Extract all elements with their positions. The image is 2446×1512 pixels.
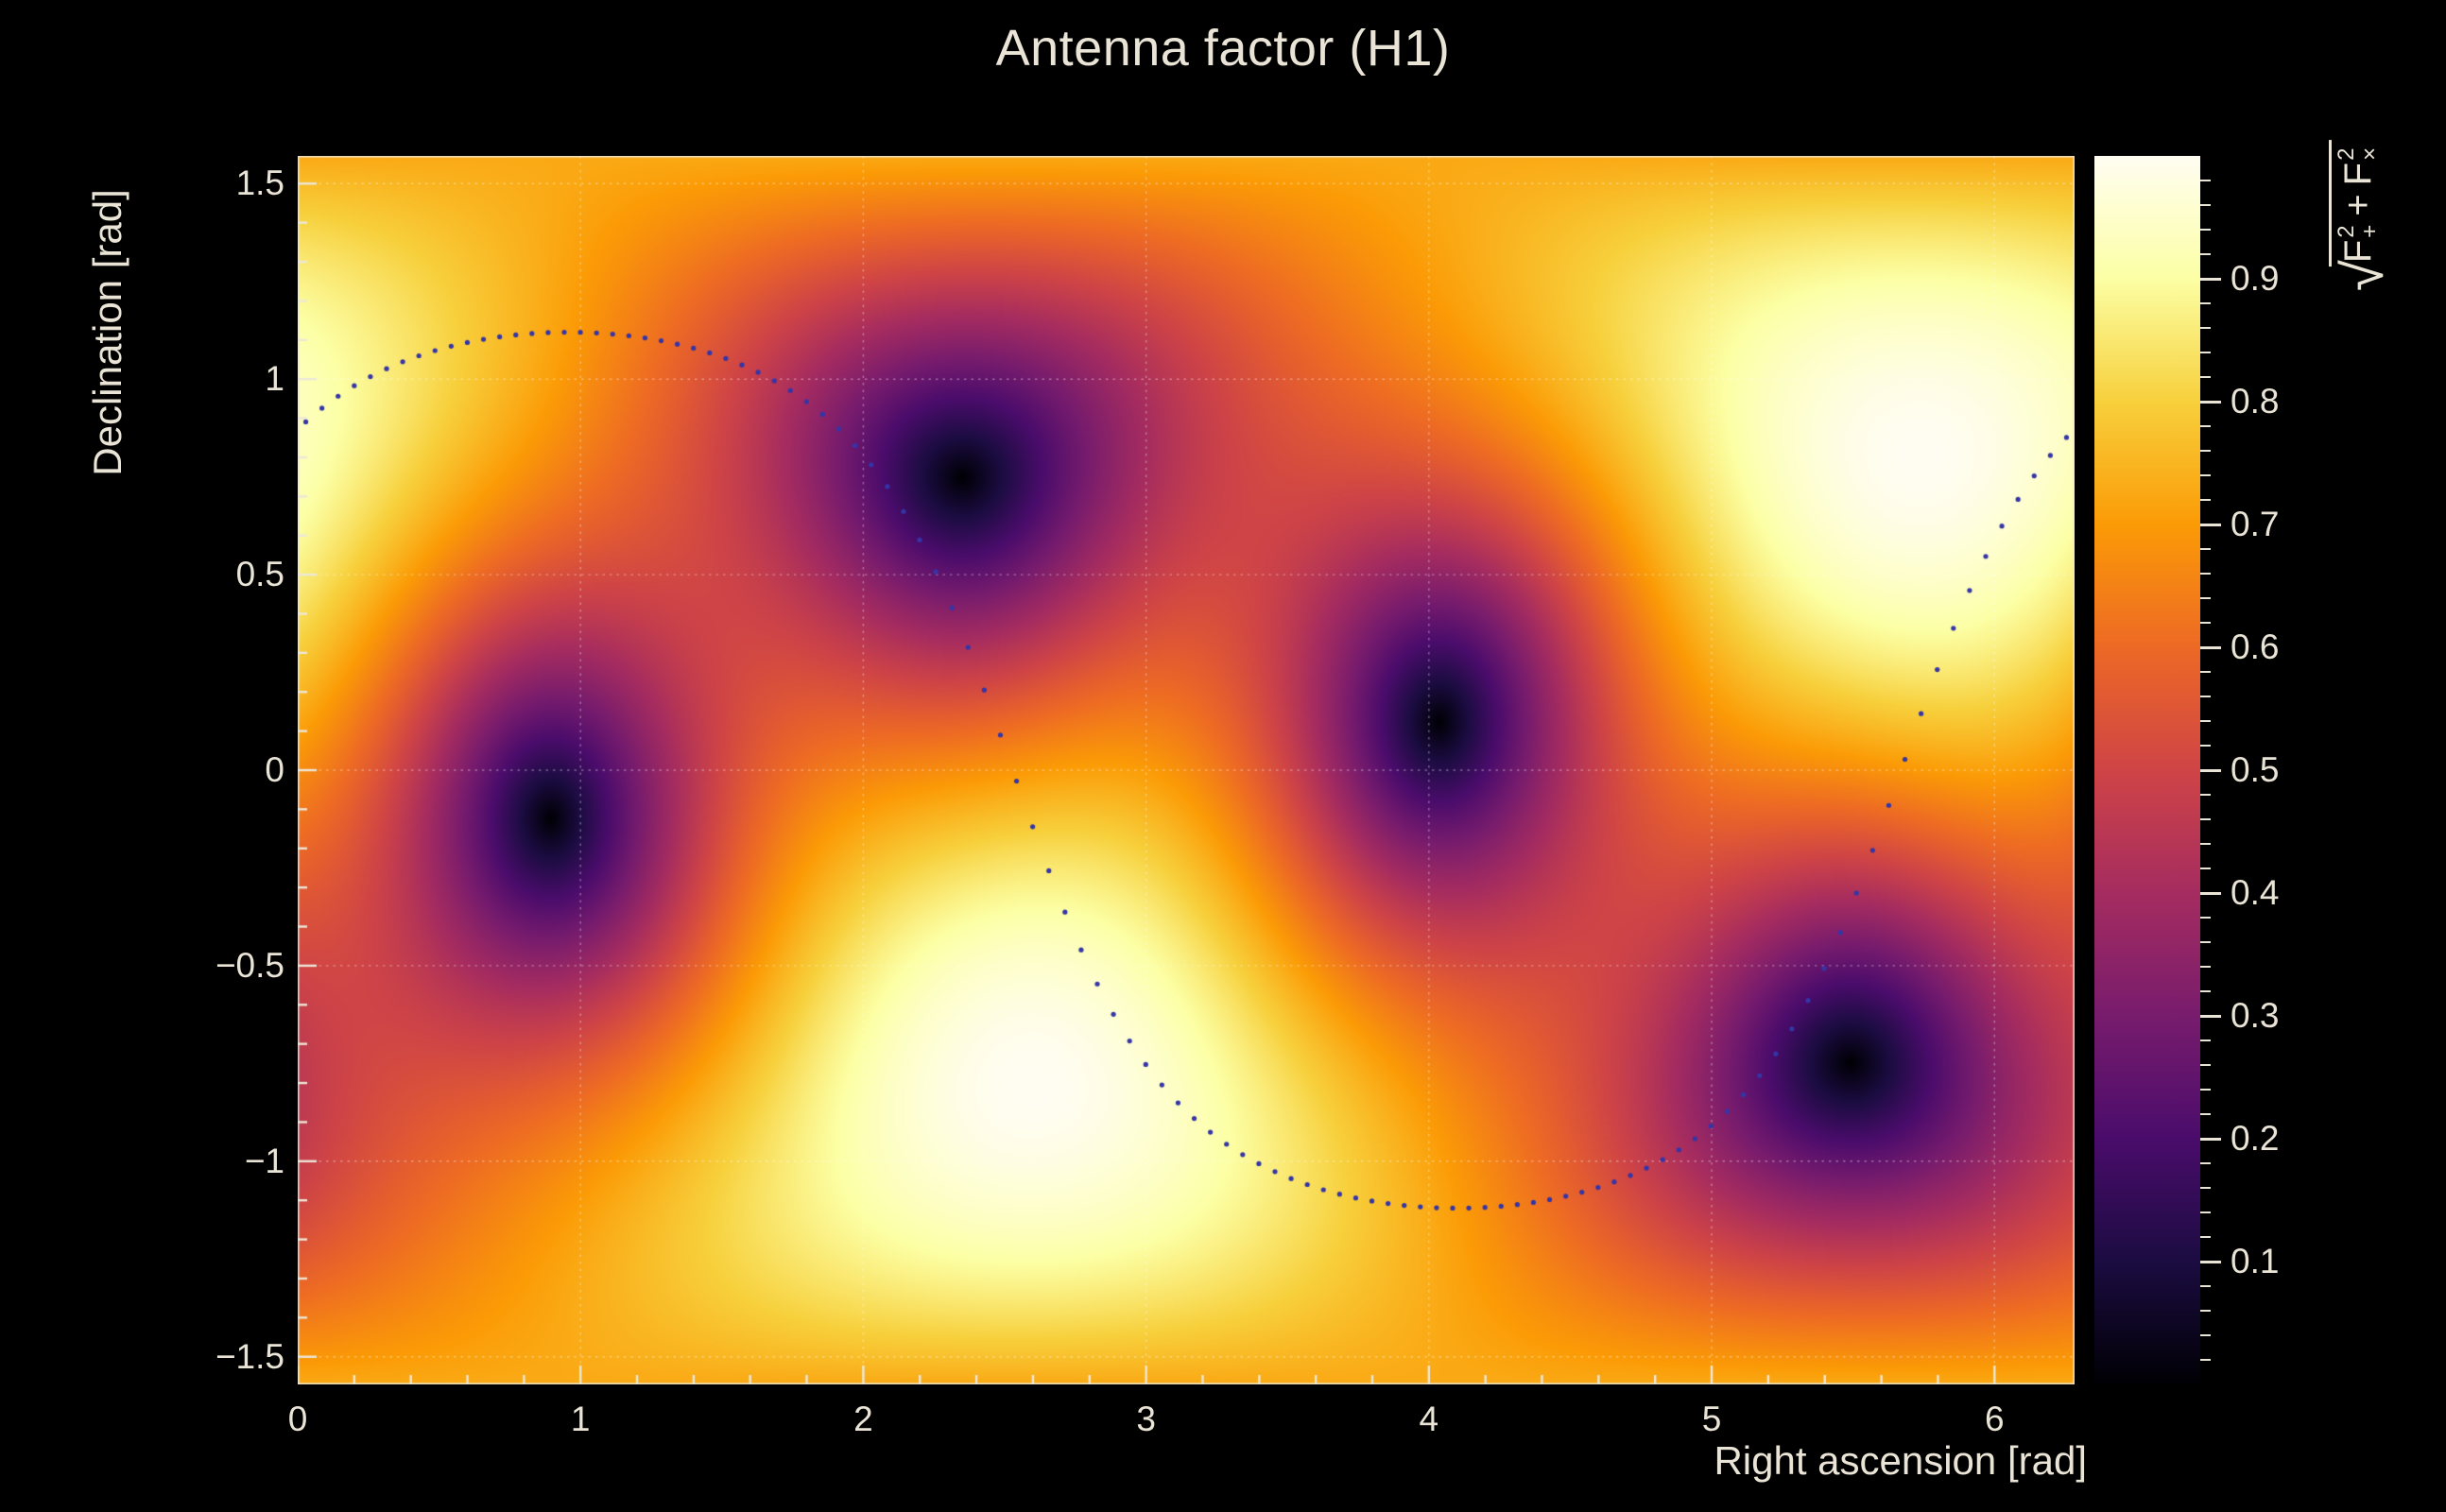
colorbar-tick bbox=[2200, 1285, 2211, 1287]
colorbar-tick-label: 0.1 bbox=[2231, 1242, 2280, 1280]
colorbar-tick-label: 0.3 bbox=[2231, 996, 2280, 1035]
y-tick-label: −1.5 bbox=[215, 1336, 284, 1376]
colorbar-tick bbox=[2200, 548, 2211, 550]
colorbar-title-radicand: F 2 + + F 2 × bbox=[2329, 139, 2383, 267]
colorbar-tick bbox=[2200, 597, 2211, 599]
x-axis-title: Right ascension [rad] bbox=[1714, 1438, 2087, 1483]
sqrt-symbol: √ bbox=[2332, 260, 2395, 292]
overlay-canvas bbox=[298, 156, 2075, 1384]
colorbar-tick bbox=[2200, 253, 2211, 255]
colorbar-tick bbox=[2200, 868, 2211, 869]
colorbar-tick bbox=[2200, 1162, 2211, 1164]
colorbar-tick-label: 0.9 bbox=[2231, 259, 2280, 298]
colorbar-tick bbox=[2200, 1260, 2221, 1263]
x-tick-label: 5 bbox=[1701, 1400, 1722, 1438]
y-tick-label: −0.5 bbox=[215, 945, 284, 985]
colorbar-tick bbox=[2200, 474, 2211, 476]
colorbar-tick bbox=[2200, 990, 2211, 992]
y-tick-label: 0.5 bbox=[235, 555, 284, 594]
y-tick-label: 1 bbox=[265, 359, 284, 399]
colorbar-tick bbox=[2200, 768, 2221, 772]
colorbar-title: √ F 2 + + F 2 × bbox=[2327, 139, 2395, 291]
colorbar-tick bbox=[2200, 1211, 2211, 1213]
colorbar bbox=[2094, 156, 2200, 1384]
colorbar-tick bbox=[2200, 523, 2221, 526]
x-tick-label: 0 bbox=[287, 1400, 308, 1438]
x-tick-label: 1 bbox=[570, 1400, 591, 1438]
fcross-supsub: 2 × bbox=[2334, 146, 2383, 161]
colorbar-tick bbox=[2200, 1040, 2211, 1041]
colorbar-tick bbox=[2200, 425, 2211, 427]
colorbar-tick-label: 0.2 bbox=[2231, 1119, 2280, 1158]
fplus-supsub: 2 + bbox=[2334, 224, 2383, 238]
fcross-term: F 2 × bbox=[2334, 146, 2383, 186]
colorbar-tick bbox=[2200, 1089, 2211, 1091]
fplus-subscript: + bbox=[2356, 224, 2383, 238]
y-tick-label: 0 bbox=[265, 750, 284, 789]
colorbar-tick bbox=[2200, 1137, 2221, 1141]
colorbar-tick bbox=[2200, 696, 2211, 697]
y-tick-label: −1 bbox=[244, 1141, 284, 1180]
colorbar-tick bbox=[2200, 917, 2211, 919]
colorbar-tick bbox=[2200, 302, 2211, 304]
plus-operator: + bbox=[2337, 194, 2379, 216]
colorbar-tick bbox=[2200, 941, 2211, 943]
colorbar-tick bbox=[2200, 745, 2211, 747]
plot-title: Antenna factor (H1) bbox=[995, 20, 1451, 77]
fcross-base: F bbox=[2337, 162, 2379, 186]
plot-frame bbox=[298, 156, 2075, 1384]
colorbar-tick bbox=[2200, 645, 2221, 649]
colorbar-tick bbox=[2200, 843, 2211, 845]
colorbar-tick bbox=[2200, 277, 2221, 281]
y-axis-title: Declination [rad] bbox=[85, 189, 129, 476]
x-tick-label: 6 bbox=[1984, 1400, 2005, 1438]
colorbar-tick bbox=[2200, 1113, 2211, 1115]
colorbar-tick bbox=[2200, 1236, 2211, 1238]
colorbar-tick bbox=[2200, 499, 2211, 501]
colorbar-tick bbox=[2200, 1310, 2211, 1312]
colorbar-tick bbox=[2200, 352, 2211, 353]
fplus-exponent: 2 bbox=[2334, 225, 2360, 238]
colorbar-tick bbox=[2200, 376, 2211, 378]
colorbar-tick bbox=[2200, 1187, 2211, 1189]
colorbar-tick bbox=[2200, 794, 2211, 796]
colorbar-tick bbox=[2200, 400, 2221, 404]
colorbar-tick bbox=[2200, 573, 2211, 575]
colorbar-tick-label: 0.8 bbox=[2231, 382, 2280, 421]
x-tick-label: 2 bbox=[853, 1400, 873, 1438]
fcross-subscript: × bbox=[2356, 146, 2383, 161]
colorbar-tick bbox=[2200, 229, 2211, 231]
colorbar-tick bbox=[2200, 1359, 2211, 1361]
fplus-term: F 2 + bbox=[2334, 224, 2383, 263]
colorbar-tick bbox=[2200, 204, 2211, 206]
x-tick-label: 3 bbox=[1136, 1400, 1156, 1438]
colorbar-tick bbox=[2200, 891, 2221, 895]
colorbar-tick bbox=[2200, 1334, 2211, 1336]
colorbar-tick bbox=[2200, 327, 2211, 329]
colorbar-tick-label: 0.4 bbox=[2231, 873, 2280, 912]
colorbar-tick bbox=[2200, 1064, 2211, 1066]
colorbar-tick-label: 0.7 bbox=[2231, 505, 2280, 543]
colorbar-tick bbox=[2200, 720, 2211, 722]
colorbar-tick bbox=[2200, 1014, 2221, 1018]
colorbar-tick bbox=[2200, 966, 2211, 968]
fcross-exponent: 2 bbox=[2334, 147, 2360, 161]
colorbar-tick-label: 0.5 bbox=[2231, 750, 2280, 789]
y-tick-label: 1.5 bbox=[235, 163, 284, 203]
colorbar-tick bbox=[2200, 818, 2211, 820]
colorbar-tick-label: 0.6 bbox=[2231, 627, 2280, 666]
colorbar-tick bbox=[2200, 180, 2211, 181]
colorbar-tick bbox=[2200, 622, 2211, 624]
colorbar-tick bbox=[2200, 671, 2211, 673]
colorbar-tick bbox=[2200, 450, 2211, 452]
x-tick-label: 4 bbox=[1419, 1400, 1439, 1438]
